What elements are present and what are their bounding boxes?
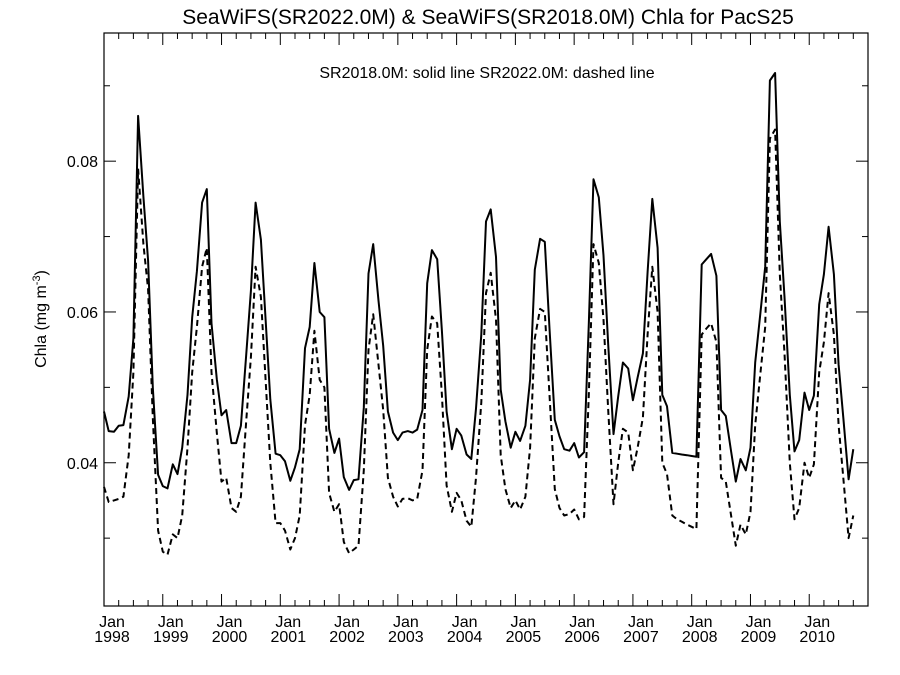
y-tick-label: 0.04 bbox=[67, 456, 98, 473]
x-tick-label-year: 2003 bbox=[388, 629, 424, 646]
x-tick-label-month: Jan bbox=[510, 614, 536, 631]
x-tick-label-year: 2009 bbox=[741, 629, 777, 646]
x-tick-label-year: 2008 bbox=[682, 629, 718, 646]
x-tick-label-month: Jan bbox=[804, 614, 830, 631]
x-tick-label-month: Jan bbox=[334, 614, 360, 631]
x-tick-label-year: 2000 bbox=[212, 629, 248, 646]
y-tick-label: 0.06 bbox=[67, 305, 98, 322]
x-tick-label-year: 2004 bbox=[447, 629, 483, 646]
x-tick-label-year: 2005 bbox=[506, 629, 542, 646]
x-tick-label-month: Jan bbox=[687, 614, 713, 631]
y-axis-label: Chla (mg m-3) bbox=[31, 270, 50, 368]
x-tick-label-month: Jan bbox=[99, 614, 125, 631]
x-tick-label-month: Jan bbox=[746, 614, 772, 631]
x-tick-label-month: Jan bbox=[569, 614, 595, 631]
x-tick-label-year: 2001 bbox=[271, 629, 307, 646]
x-tick-label-year: 1999 bbox=[153, 629, 189, 646]
plot-frame bbox=[103, 32, 869, 607]
x-tick-label-year: 2006 bbox=[564, 629, 600, 646]
x-tick-label-year: 2010 bbox=[799, 629, 835, 646]
x-tick-label-month: Jan bbox=[628, 614, 654, 631]
x-tick-label-month: Jan bbox=[158, 614, 184, 631]
x-tick-label-month: Jan bbox=[275, 614, 301, 631]
line-style-annotation: SR2018.0M: solid line SR2022.0M: dashed … bbox=[319, 65, 654, 82]
y-tick-label: 0.08 bbox=[67, 154, 98, 171]
plot-area: Jan1998Jan1999Jan2000Jan2001Jan2002Jan20… bbox=[67, 32, 869, 646]
series-line-sr2022-0m bbox=[103, 128, 855, 556]
x-tick-label-month: Jan bbox=[393, 614, 419, 631]
series-line-sr2018-0m bbox=[103, 72, 855, 491]
y-axis-label-superscript: -3 bbox=[31, 275, 43, 285]
x-tick-label-month: Jan bbox=[217, 614, 243, 631]
y-axis-label-text: Chla (mg m bbox=[33, 285, 50, 368]
x-tick-label-month: Jan bbox=[452, 614, 478, 631]
y-axis-label-close: ) bbox=[33, 270, 50, 275]
x-tick-label-year: 2002 bbox=[329, 629, 365, 646]
x-tick-label-year: 2007 bbox=[623, 629, 659, 646]
x-tick-label-year: 1998 bbox=[94, 629, 130, 646]
chart-title: SeaWiFS(SR2022.0M) & SeaWiFS(SR2018.0M) … bbox=[182, 6, 794, 29]
